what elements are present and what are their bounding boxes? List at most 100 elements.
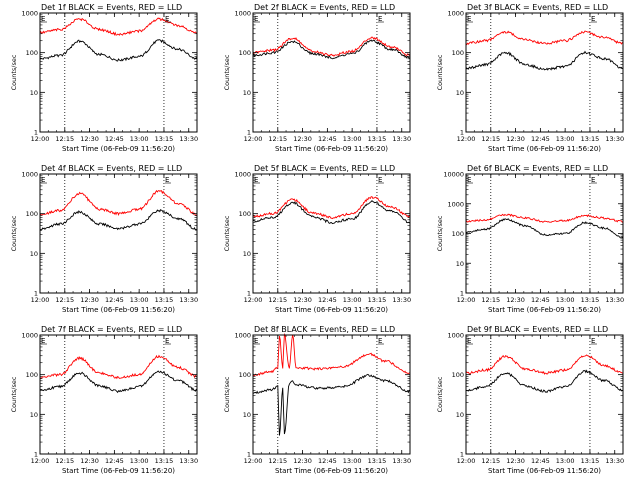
y-tick-label: 10 xyxy=(456,411,464,419)
panel-det-6: Det 6f BLACK = Events, RED = LLD Counts/s… xyxy=(436,164,624,314)
series-line-lld xyxy=(39,354,198,380)
event-marker-label: E xyxy=(165,337,169,345)
x-tick-label: 12:15 xyxy=(55,135,74,143)
y-tick-label: 100 xyxy=(26,371,38,379)
x-axis-label: Start Time (06-Feb-09 11:56:20) xyxy=(62,145,175,153)
x-tick-label: 13:00 xyxy=(343,296,362,304)
plot-frame xyxy=(39,334,198,455)
y-tick-label: 1000 xyxy=(21,332,38,340)
x-tick-label: 12:30 xyxy=(293,457,312,465)
event-marker-label: E xyxy=(378,337,382,345)
y-axis-label: Counts/sec xyxy=(223,215,231,251)
x-tick-label: 12:15 xyxy=(481,296,500,304)
x-tick-label: 12:30 xyxy=(80,296,99,304)
x-tick-label: 13:15 xyxy=(581,296,600,304)
event-marker-label: E xyxy=(591,15,595,23)
event-marker-label: E xyxy=(254,15,258,23)
series-line-lld xyxy=(465,30,624,46)
event-marker-label: E xyxy=(165,15,169,23)
event-marker-label: E xyxy=(467,15,471,23)
y-tick-label: 1 xyxy=(34,129,38,137)
x-tick-label: 13:30 xyxy=(179,135,198,143)
y-tick-label: 1 xyxy=(247,451,251,459)
x-tick-label: 12:45 xyxy=(318,457,337,465)
x-tick-label: 12:00 xyxy=(244,457,263,465)
x-axis-label: Start Time (06-Feb-09 11:56:20) xyxy=(488,145,601,153)
series-line-events xyxy=(465,50,624,71)
x-axis-label: Start Time (06-Feb-09 11:56:20) xyxy=(275,467,388,475)
y-tick-label: 1000 xyxy=(21,171,38,179)
x-tick-label: 12:30 xyxy=(80,457,99,465)
plot-frame xyxy=(39,12,198,133)
y-axis-label: Counts/sec xyxy=(10,376,18,412)
y-tick-label: 1 xyxy=(247,129,251,137)
x-tick-label: 12:30 xyxy=(80,135,99,143)
series-line-lld xyxy=(465,354,624,375)
x-tick-label: 13:00 xyxy=(343,457,362,465)
event-marker-label: E xyxy=(591,176,595,184)
x-tick-label: 12:30 xyxy=(293,135,312,143)
event-marker-label: E xyxy=(41,176,45,184)
series-line-lld xyxy=(39,17,198,37)
event-marker-label: E xyxy=(591,337,595,345)
series-line-events xyxy=(39,39,198,62)
event-marker-label: E xyxy=(378,15,382,23)
event-marker-label: E xyxy=(467,176,471,184)
y-tick-label: 10 xyxy=(243,250,251,258)
series-line-events xyxy=(39,209,198,231)
event-marker-label: E xyxy=(165,176,169,184)
y-tick-label: 100 xyxy=(26,210,38,218)
x-tick-label: 12:45 xyxy=(318,296,337,304)
event-marker-label: E xyxy=(254,176,258,184)
x-tick-label: 12:45 xyxy=(105,457,124,465)
x-axis-label: Start Time (06-Feb-09 11:56:20) xyxy=(275,145,388,153)
x-tick-label: 13:30 xyxy=(605,135,624,143)
x-axis-label: Start Time (06-Feb-09 11:56:20) xyxy=(488,467,601,475)
x-tick-label: 12:45 xyxy=(105,296,124,304)
y-axis-label: Counts/sec xyxy=(10,54,18,90)
series-line-events xyxy=(252,373,411,436)
y-tick-label: 10000 xyxy=(443,171,464,179)
panel-title: Det 9f BLACK = Events, RED = LLD xyxy=(467,325,608,334)
series-line-events xyxy=(252,39,411,60)
x-tick-label: 13:15 xyxy=(368,457,387,465)
event-marker-label: E xyxy=(378,176,382,184)
series-line-lld xyxy=(252,332,411,376)
panel-det-7: Det 7f BLACK = Events, RED = LLD Counts/s… xyxy=(10,325,198,475)
x-tick-label: 13:30 xyxy=(179,296,198,304)
x-tick-label: 12:00 xyxy=(457,457,476,465)
y-tick-label: 1 xyxy=(460,290,464,298)
y-tick-label: 1000 xyxy=(447,200,464,208)
x-tick-label: 12:45 xyxy=(105,135,124,143)
event-marker-label: E xyxy=(254,337,258,345)
panel-det-9: Det 9f BLACK = Events, RED = LLD Counts/s… xyxy=(436,325,624,475)
y-tick-label: 1000 xyxy=(447,332,464,340)
y-tick-label: 10 xyxy=(243,89,251,97)
panel-title: Det 3f BLACK = Events, RED = LLD xyxy=(467,3,608,12)
event-marker-label: E xyxy=(41,15,45,23)
y-tick-label: 10 xyxy=(30,250,38,258)
x-tick-label: 13:30 xyxy=(392,457,411,465)
y-tick-label: 1 xyxy=(460,129,464,137)
y-tick-label: 100 xyxy=(239,210,251,218)
panel-title: Det 2f BLACK = Events, RED = LLD xyxy=(254,3,395,12)
y-tick-label: 10 xyxy=(30,411,38,419)
x-tick-label: 12:00 xyxy=(244,135,263,143)
x-tick-label: 12:30 xyxy=(293,296,312,304)
x-tick-label: 12:45 xyxy=(531,296,550,304)
x-tick-label: 13:15 xyxy=(155,296,174,304)
panel-title: Det 4f BLACK = Events, RED = LLD xyxy=(41,164,182,173)
x-tick-label: 12:00 xyxy=(457,296,476,304)
x-tick-label: 12:15 xyxy=(481,135,500,143)
x-tick-label: 12:15 xyxy=(268,135,287,143)
y-axis-label: Counts/sec xyxy=(223,376,231,412)
plot-frame xyxy=(252,173,411,294)
x-tick-label: 13:30 xyxy=(392,135,411,143)
x-tick-label: 13:15 xyxy=(581,135,600,143)
series-line-lld xyxy=(465,213,624,223)
x-tick-label: 13:00 xyxy=(343,135,362,143)
panel-det-1: Det 1f BLACK = Events, RED = LLD Counts/s… xyxy=(10,3,198,153)
x-tick-label: 13:30 xyxy=(179,457,198,465)
y-tick-label: 10 xyxy=(243,411,251,419)
y-tick-label: 1 xyxy=(460,451,464,459)
